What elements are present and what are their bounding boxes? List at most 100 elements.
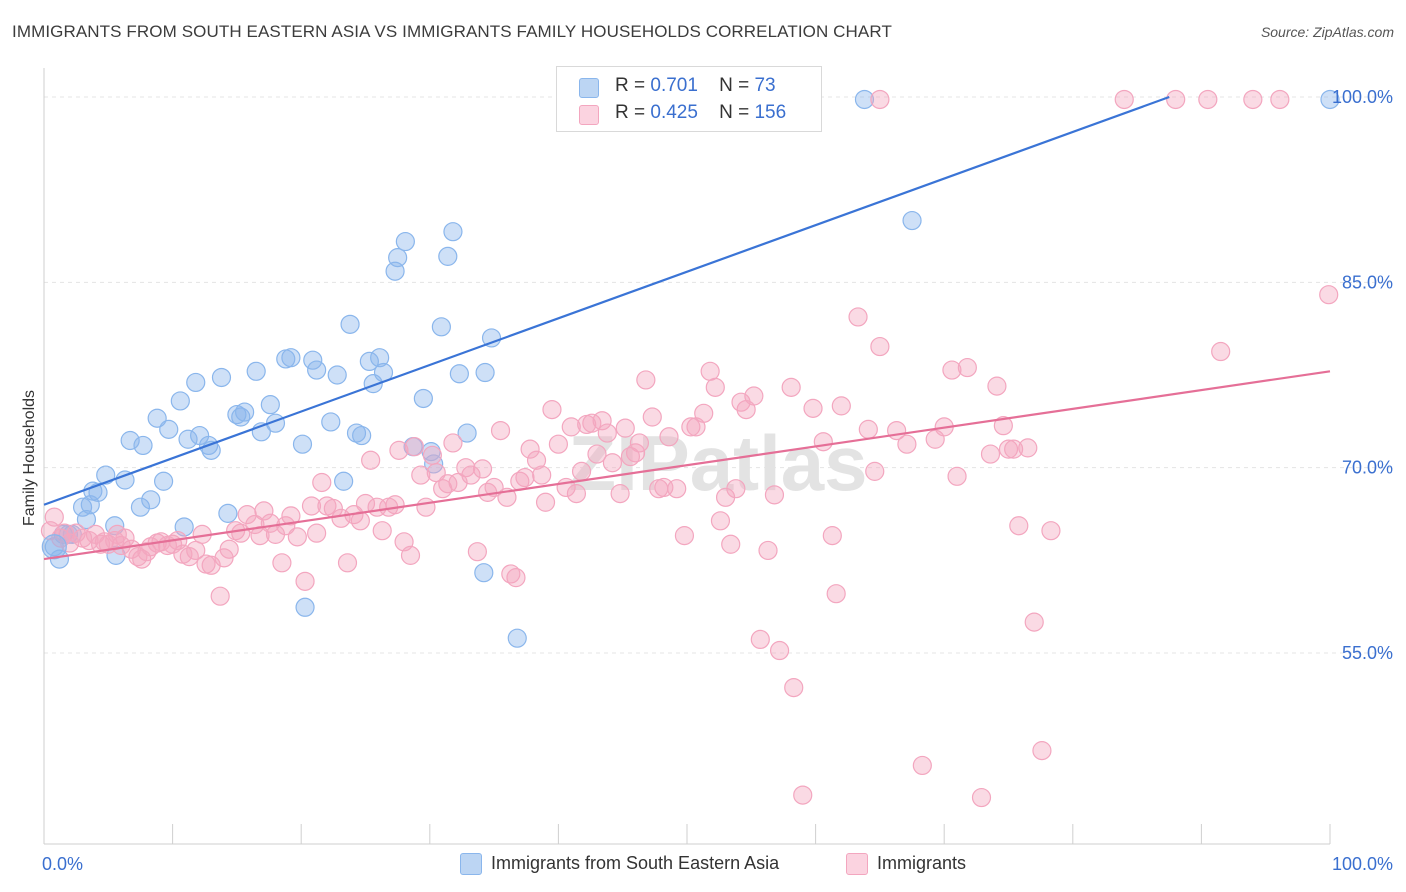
data-point-series-1 (352, 425, 372, 446)
data-point-series-1 (130, 497, 151, 517)
data-point-series-2 (912, 755, 932, 776)
data-point-series-2 (1041, 521, 1061, 541)
data-point-series-1 (303, 350, 323, 370)
data-point-series-1 (246, 361, 266, 381)
data-point-series-2 (1009, 516, 1029, 536)
data-point-series-2 (385, 495, 405, 515)
data-point-series-2 (515, 467, 535, 488)
data-point-series-1 (431, 317, 451, 337)
legend-swatch-series-1 (579, 78, 599, 98)
data-point-series-1 (854, 89, 875, 110)
legend-label-series-1: Immigrants from South Eastern Asia (491, 853, 780, 873)
data-point-series-2 (535, 492, 556, 512)
data-point-series-2 (520, 439, 540, 459)
data-point-series-1 (235, 402, 255, 422)
data-point-series-2 (750, 629, 770, 650)
data-point-series-1 (186, 372, 206, 393)
data-point-series-2 (758, 540, 778, 561)
data-point-series-1 (443, 222, 463, 242)
x-tick-label-max: 100.0% (1332, 854, 1393, 874)
trend-line-series-2 (43, 370, 1331, 561)
data-point-series-2 (726, 479, 746, 499)
data-point-series-1 (388, 248, 408, 268)
data-point-series-2 (642, 407, 662, 427)
data-point-series-1 (307, 360, 327, 380)
data-point-series-2 (1198, 89, 1218, 110)
data-point-series-2 (674, 526, 695, 546)
data-point-series-2 (400, 545, 421, 565)
series-legend: Immigrants from South Eastern Asia Immig… (0, 852, 1406, 876)
data-point-series-2 (659, 427, 679, 447)
data-point-series-2 (571, 461, 592, 481)
data-point-series-2 (625, 443, 646, 463)
data-point-series-2 (744, 386, 764, 406)
legend-swatch-series-2 (579, 105, 599, 125)
data-point-series-2 (1024, 612, 1044, 632)
data-point-series-2 (44, 507, 64, 527)
data-point-series-2 (769, 640, 790, 661)
data-point-series-2 (1004, 439, 1024, 459)
data-point-series-1 (1320, 89, 1340, 110)
data-point-series-2 (942, 360, 962, 380)
axes (43, 68, 1331, 845)
data-point-series-2 (993, 416, 1013, 436)
data-point-series-1 (260, 395, 280, 415)
data-point-series-2 (1018, 438, 1038, 458)
data-point-series-2 (822, 526, 842, 546)
data-point-series-2 (1032, 741, 1052, 761)
data-point-series-1 (474, 563, 494, 583)
data-point-series-2 (411, 465, 431, 485)
data-point-series-2 (210, 586, 230, 606)
data-point-series-1 (321, 412, 341, 432)
data-point-series-2 (1114, 89, 1134, 110)
data-point-series-2 (694, 403, 714, 423)
data-point-series-2 (987, 376, 1007, 396)
n-value-series-2: 156 (754, 102, 787, 123)
data-point-series-2 (870, 89, 890, 110)
data-point-series-2 (865, 461, 885, 481)
data-point-series-1 (178, 429, 198, 449)
data-point-series-1 (120, 430, 140, 451)
data-point-series-2 (404, 437, 424, 457)
data-point-series-2 (971, 787, 992, 808)
data-point-series-2 (506, 568, 526, 588)
data-point-series-2 (532, 465, 552, 485)
data-point-series-2 (957, 357, 977, 378)
data-point-series-2 (848, 307, 868, 327)
data-point-series-1 (159, 419, 179, 439)
data-point-series-2 (1166, 89, 1186, 110)
chart-title: IMMIGRANTS FROM SOUTH EASTERN ASIA VS IM… (12, 22, 892, 41)
data-point-series-1 (327, 365, 347, 385)
data-point-series-1 (133, 435, 153, 456)
data-point-series-1 (147, 408, 167, 428)
data-point-series-2 (897, 434, 917, 454)
x-tick-labels: 0.0% 100.0% (42, 854, 1393, 874)
r-label: R = (615, 102, 646, 123)
data-point-series-2 (710, 511, 731, 531)
data-point-series-1 (449, 364, 469, 384)
data-point-series-2 (307, 523, 327, 543)
data-point-series-1 (115, 470, 135, 490)
data-point-series-2 (980, 444, 1001, 464)
data-point-series-1 (292, 434, 313, 454)
y-tick-label: 55.0% (1342, 643, 1393, 663)
data-point-series-2 (870, 336, 890, 357)
data-point-series-2 (998, 439, 1019, 459)
data-point-series-2 (219, 539, 239, 559)
data-point-series-2 (602, 453, 623, 473)
r-label: R = (615, 75, 646, 96)
data-point-series-2 (461, 465, 481, 485)
data-point-series-1 (334, 471, 354, 491)
data-point-series-2 (1270, 89, 1290, 110)
data-point-series-2 (597, 423, 617, 443)
data-point-series-2 (372, 521, 392, 541)
data-point-series-1 (218, 503, 238, 523)
data-point-series-2 (784, 677, 804, 698)
data-point-series-2 (281, 506, 301, 526)
y-tick-label: 70.0% (1342, 458, 1393, 478)
data-point-series-2 (793, 785, 813, 805)
data-point-series-1 (359, 351, 379, 372)
data-point-series-1 (481, 328, 502, 348)
data-point-series-1 (507, 628, 527, 648)
